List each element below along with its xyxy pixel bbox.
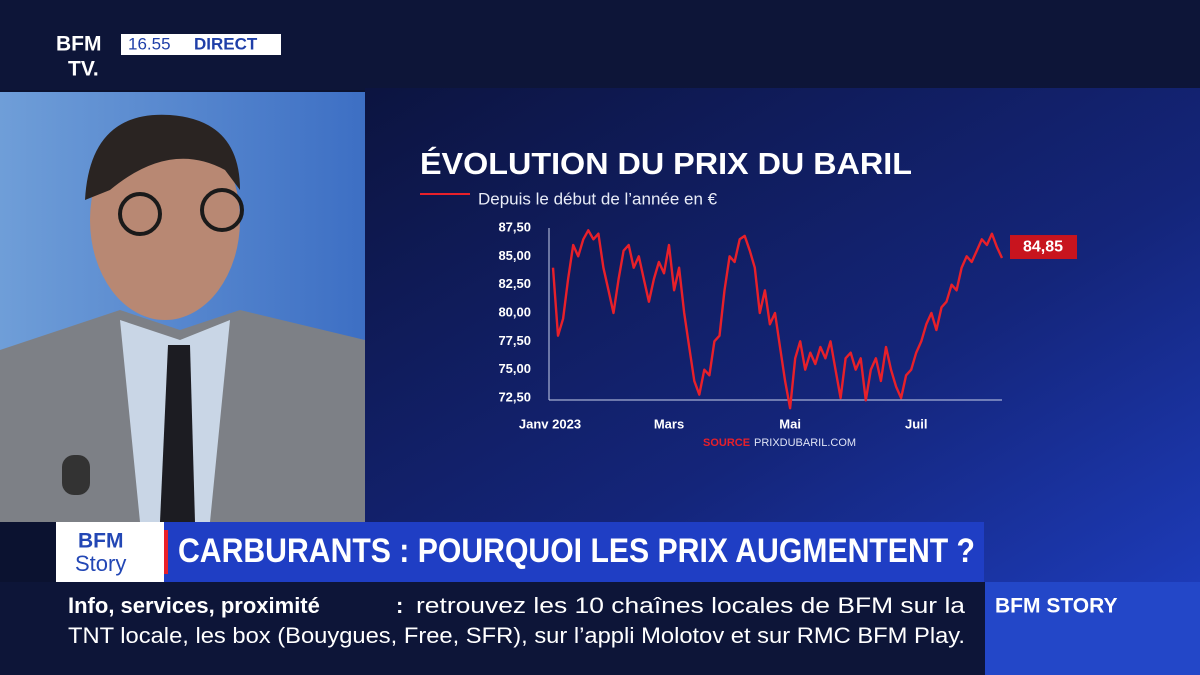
logo-top: BFM	[56, 33, 102, 56]
live-box	[121, 34, 281, 55]
headline-accent	[164, 530, 168, 574]
presenter	[0, 114, 365, 522]
banner-logo-top: BFM	[78, 530, 124, 553]
ticker-line1: retrouvez les 10 chaînes locales de BFM …	[416, 593, 966, 618]
logo-bottom: TV.	[68, 58, 99, 81]
y-tick-label: 82,50	[498, 276, 531, 291]
y-tick-label: 72,50	[498, 389, 531, 404]
logo-box	[56, 34, 114, 80]
plot: 72,50 75,00 77,50 80,00 82,50 85,00 87,50 Janv …	[498, 219, 1077, 431]
y-tick-label: 75,00	[498, 361, 531, 376]
banner-logo-bottom: Story	[75, 551, 126, 576]
y-tick-label: 77,50	[498, 333, 531, 348]
ticker-separator: :	[396, 593, 403, 618]
value-label-box	[1010, 235, 1077, 260]
chart-title: ÉVOLUTION DU PRIX DU BARIL	[420, 146, 912, 181]
channel: BFM STORY	[995, 595, 1118, 618]
x-tick-label: Juil	[905, 416, 927, 431]
value-label: 84,85	[1023, 238, 1063, 255]
time: 16.55	[128, 34, 171, 53]
x-tick-label: Janv 2023	[519, 416, 581, 431]
source-label: SOURCE	[703, 437, 750, 449]
y-tick-label: 85,00	[498, 248, 531, 263]
headline: CARBURANTS : POURQUOI LES PRIX AUGMENTEN…	[178, 532, 975, 570]
ticker-lead: Info, services, proximité	[68, 593, 320, 618]
channel-box	[985, 582, 1200, 675]
chart-subtitle: Depuis le début de l’année en €	[478, 189, 718, 208]
y-tick-label: 87,50	[498, 219, 531, 234]
live: DIRECT	[194, 34, 258, 53]
ticker-line2: TNT locale, les box (Bouygues, Free, SFR…	[68, 623, 965, 648]
x-tick-label: Mars	[654, 416, 684, 431]
chart-panel	[365, 88, 1200, 583]
ticker-band	[0, 582, 985, 675]
headline-bar	[164, 522, 984, 582]
price-line	[551, 229, 1004, 410]
x-tick-label: Mai	[779, 416, 801, 431]
source: PRIXDUBARIL.COM	[754, 437, 856, 449]
banner-logo-box	[56, 522, 164, 582]
y-tick-label: 80,00	[498, 304, 531, 319]
